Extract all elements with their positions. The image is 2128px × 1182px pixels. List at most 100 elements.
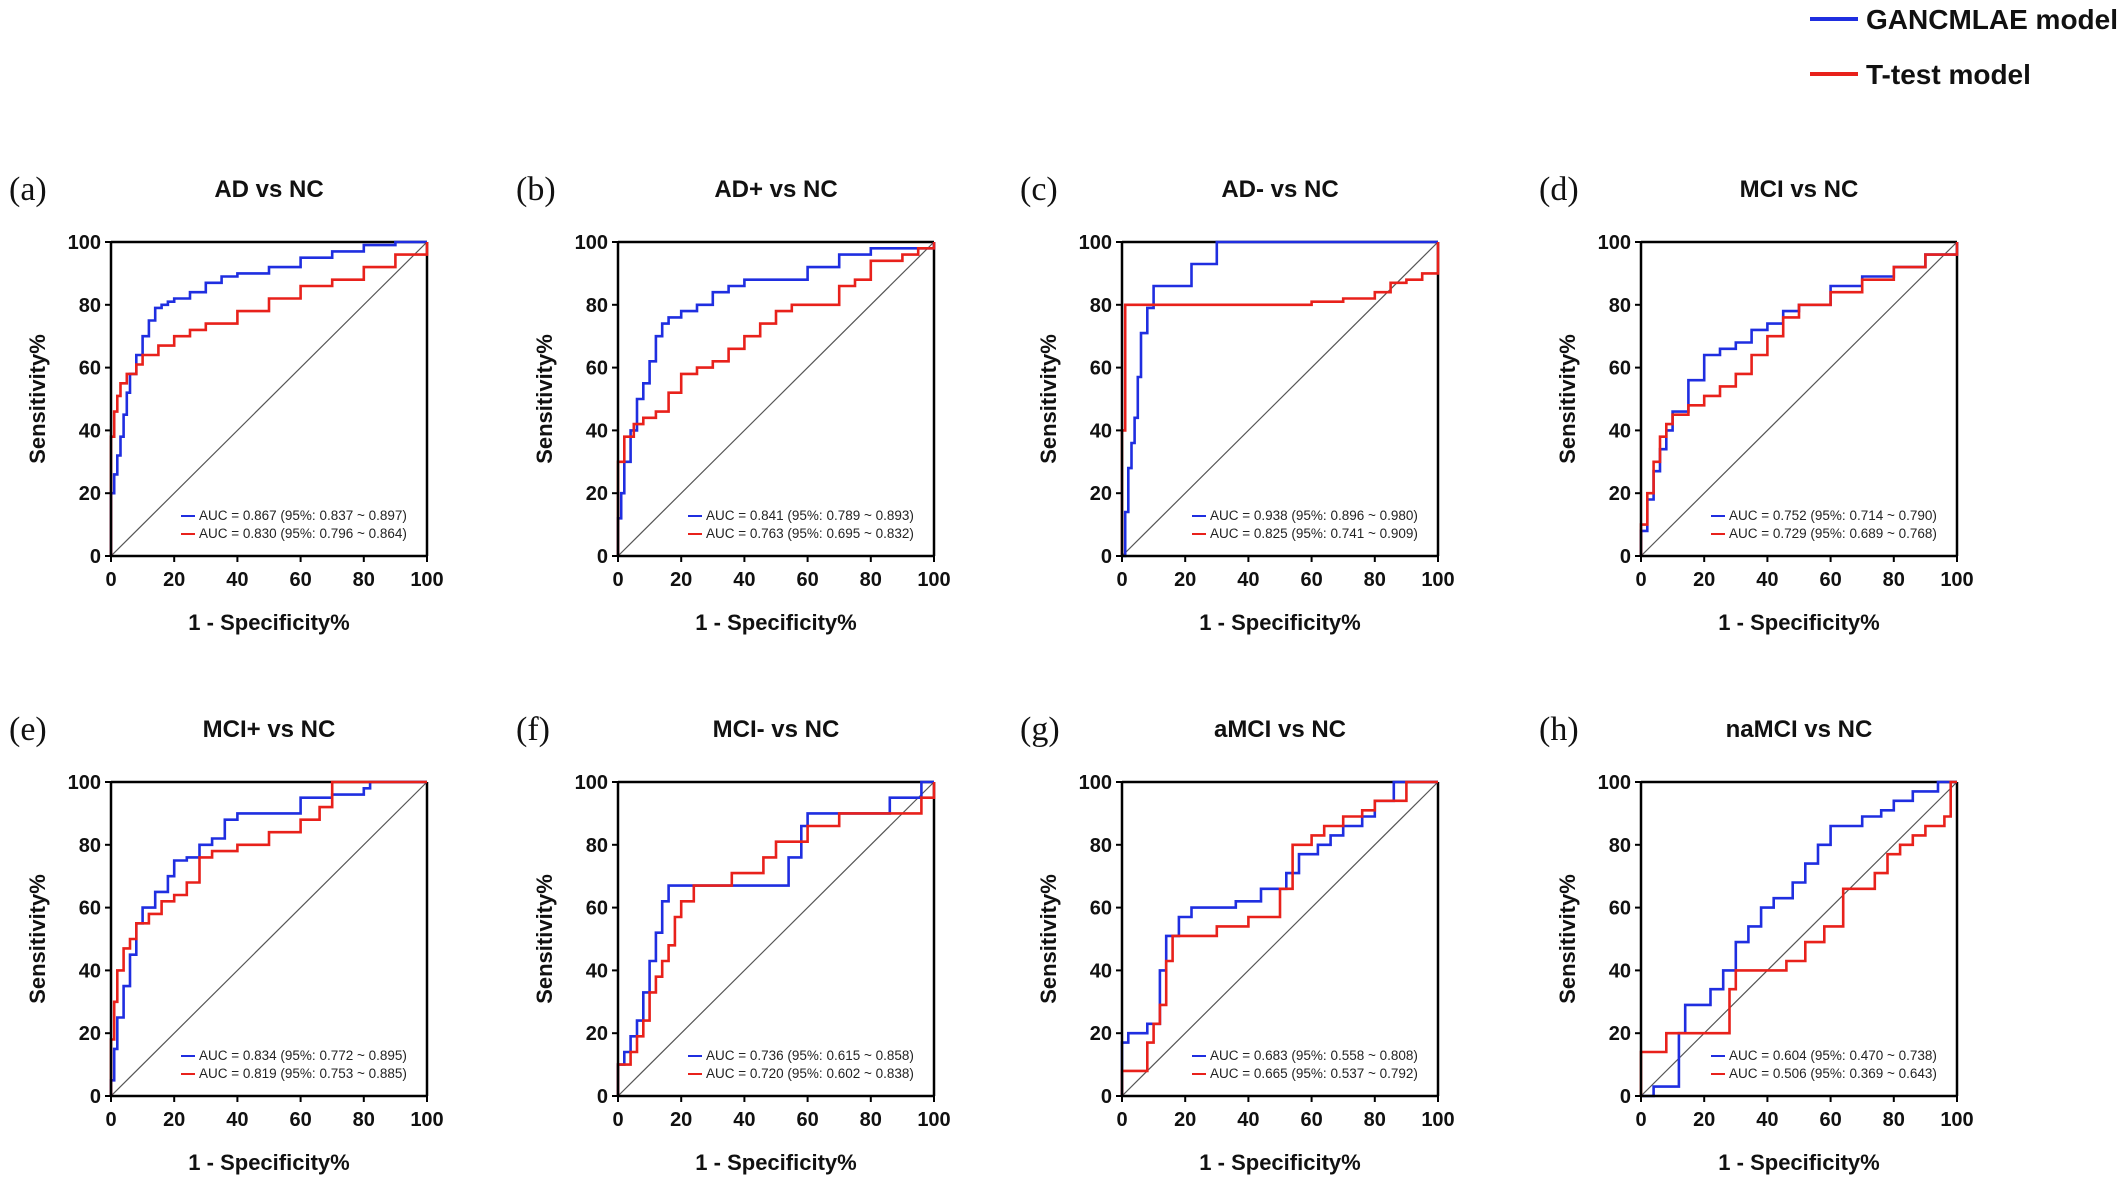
roc-curve (109, 780, 427, 1096)
y-tick-label: 20 (1609, 1023, 1631, 1045)
y-axis-label: Sensitivity% (532, 334, 557, 464)
legend-item-gancmlae: GANCMLAE model (1810, 2, 2120, 42)
panel-letter: (h) (1539, 711, 1579, 748)
panel-title: MCI+ vs NC (203, 716, 336, 743)
x-tick-label: 20 (1174, 1109, 1196, 1131)
y-tick-label: 0 (1101, 546, 1112, 568)
y-tick-label: 80 (79, 835, 101, 857)
panel-title: AD+ vs NC (714, 176, 837, 203)
y-tick-label: 0 (1101, 1086, 1112, 1108)
x-tick-label: 20 (670, 1109, 692, 1131)
auc-label: AUC = 0.720 (95%: 0.602 ~ 0.838) (706, 1066, 914, 1081)
auc-label: AUC = 0.604 (95%: 0.470 ~ 0.738) (1729, 1048, 1937, 1063)
x-tick-label: 20 (1693, 569, 1715, 591)
y-tick-label: 100 (1079, 232, 1112, 254)
y-tick-label: 40 (79, 960, 101, 982)
y-tick-label: 100 (1598, 232, 1631, 254)
y-tick-label: 0 (597, 1086, 608, 1108)
roc-curve (1120, 780, 1438, 1096)
roc-curve (109, 780, 427, 1096)
roc-panel: (d) MCI vs NC 0 20 40 60 80 100 0 20 40 60 80 100 1 - … (1539, 171, 1974, 635)
x-tick-label: 80 (1883, 569, 1905, 591)
roc-panel: (c) AD- vs NC 0 20 40 60 80 100 0 20 40 60 80 100 1 - … (1020, 171, 1455, 635)
x-tick-label: 0 (1635, 1109, 1646, 1131)
y-tick-label: 80 (1090, 835, 1112, 857)
x-tick-label: 60 (796, 569, 818, 591)
panel-letter: (g) (1020, 711, 1060, 748)
x-axis-label: 1 - Specificity% (188, 610, 349, 635)
auc-label: AUC = 0.665 (95%: 0.537 ~ 0.792) (1210, 1066, 1418, 1081)
y-axis-label: Sensitivity% (1555, 874, 1580, 1004)
panel-title: AD vs NC (214, 176, 323, 203)
y-tick-label: 0 (1620, 546, 1631, 568)
y-tick-label: 60 (586, 898, 608, 920)
y-axis-label: Sensitivity% (25, 334, 50, 464)
x-tick-label: 80 (1364, 569, 1386, 591)
roc-panel: (e) MCI+ vs NC 0 20 40 60 80 100 0 20 40 60 80 100 1 -… (9, 711, 444, 1175)
x-tick-label: 60 (289, 1109, 311, 1131)
roc-curve (616, 242, 936, 556)
y-axis-label: Sensitivity% (25, 874, 50, 1004)
x-tick-label: 40 (733, 1109, 755, 1131)
x-tick-label: 40 (1756, 569, 1778, 591)
reference-diagonal (110, 781, 428, 1097)
x-axis-label: 1 - Specificity% (1718, 610, 1879, 635)
auc-label: AUC = 0.841 (95%: 0.789 ~ 0.893) (706, 508, 914, 523)
x-tick-label: 100 (1940, 1109, 1973, 1131)
x-tick-label: 60 (289, 569, 311, 591)
legend-label: T-test model (1866, 59, 2031, 90)
roc-panel: (g) aMCI vs NC 0 20 40 60 80 100 0 20 40 60 80 100 1 -… (1020, 711, 1455, 1175)
x-axis-label: 1 - Specificity% (1199, 610, 1360, 635)
x-tick-label: 100 (410, 1109, 443, 1131)
panel-title: MCI vs NC (1740, 176, 1859, 203)
roc-curve (616, 242, 936, 556)
y-tick-label: 100 (1079, 772, 1112, 794)
y-tick-label: 60 (586, 358, 608, 380)
x-tick-label: 20 (670, 569, 692, 591)
y-tick-label: 100 (68, 232, 101, 254)
y-tick-label: 60 (1090, 358, 1112, 380)
roc-panel: (f) MCI- vs NC 0 20 40 60 80 100 0 20 40 60 80 100 1 -… (516, 711, 951, 1175)
y-tick-label: 40 (586, 960, 608, 982)
x-tick-label: 20 (1174, 569, 1196, 591)
x-tick-label: 100 (1421, 1109, 1454, 1131)
roc-curve (1122, 240, 1438, 558)
roc-curve (1639, 242, 1959, 556)
panel-title: MCI- vs NC (713, 716, 840, 743)
panel-title: AD- vs NC (1221, 176, 1338, 203)
panel-letter: (b) (516, 171, 556, 208)
y-tick-label: 100 (68, 772, 101, 794)
roc-curve (1641, 780, 1957, 1098)
y-tick-label: 80 (1609, 835, 1631, 857)
y-tick-label: 60 (1609, 358, 1631, 380)
y-tick-label: 80 (79, 295, 101, 317)
y-tick-label: 40 (1090, 420, 1112, 442)
reference-diagonal (1640, 241, 1958, 557)
y-tick-label: 0 (90, 1086, 101, 1108)
roc-curve (1639, 242, 1959, 556)
auc-label: AUC = 0.763 (95%: 0.695 ~ 0.832) (706, 526, 914, 541)
x-tick-label: 40 (1237, 569, 1259, 591)
x-tick-label: 40 (1756, 1109, 1778, 1131)
x-tick-label: 40 (733, 569, 755, 591)
roc-curve (616, 782, 936, 1096)
x-tick-label: 40 (226, 1109, 248, 1131)
roc-curve (1639, 780, 1957, 1096)
y-tick-label: 20 (586, 1023, 608, 1045)
x-tick-label: 80 (353, 1109, 375, 1131)
y-tick-label: 80 (1090, 295, 1112, 317)
x-tick-label: 60 (796, 1109, 818, 1131)
reference-diagonal (617, 781, 935, 1097)
x-tick-label: 0 (1116, 1109, 1127, 1131)
panel-letter: (a) (9, 171, 47, 208)
y-tick-label: 40 (79, 420, 101, 442)
y-tick-label: 20 (79, 483, 101, 505)
x-tick-label: 40 (1237, 1109, 1259, 1131)
y-tick-label: 80 (586, 835, 608, 857)
x-tick-label: 60 (1300, 1109, 1322, 1131)
x-tick-label: 0 (105, 569, 116, 591)
y-tick-label: 40 (1090, 960, 1112, 982)
x-axis-label: 1 - Specificity% (188, 1150, 349, 1175)
y-tick-label: 100 (1598, 772, 1631, 794)
reference-diagonal (1121, 781, 1439, 1097)
